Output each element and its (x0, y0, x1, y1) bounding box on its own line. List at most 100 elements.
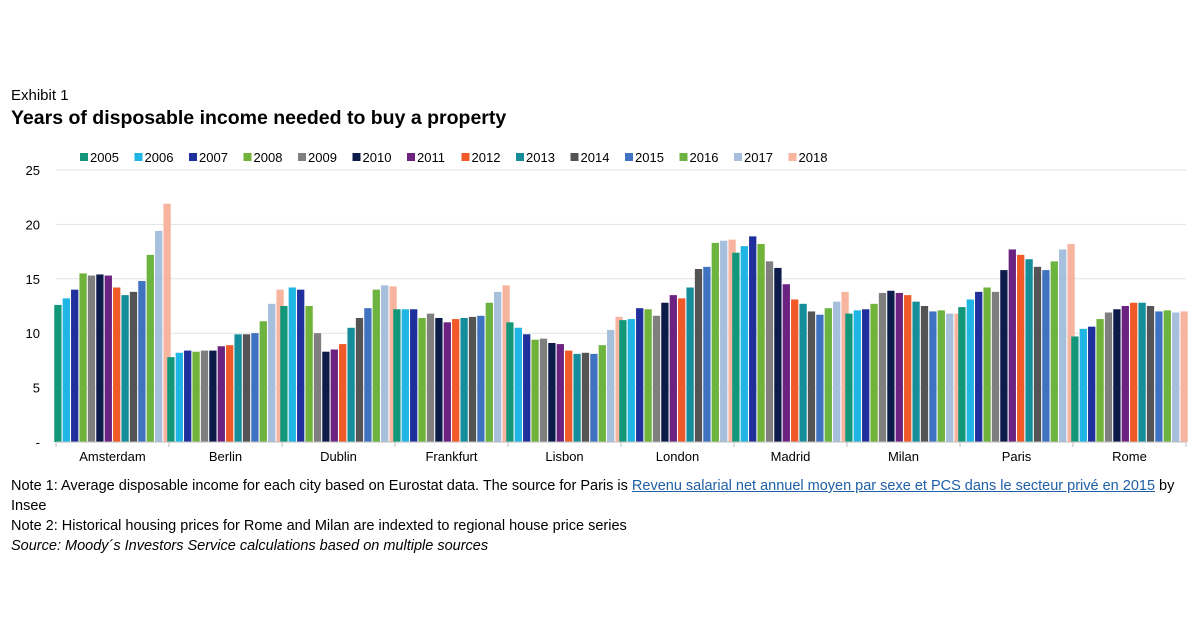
bar (694, 269, 703, 442)
note-1-prefix: Note 1: Average disposable income for ea… (11, 478, 632, 494)
bar (1025, 259, 1033, 442)
bar (556, 344, 564, 442)
bar (1096, 319, 1104, 442)
bar (393, 309, 401, 442)
legend-label: 2009 (308, 150, 337, 165)
bar (297, 289, 305, 442)
bar (607, 329, 615, 442)
legend-label: 2015 (635, 150, 664, 165)
legend-swatch (516, 153, 524, 161)
bar (853, 310, 861, 442)
bar (1033, 266, 1042, 442)
bar (494, 291, 502, 442)
bar (619, 320, 627, 442)
bar (1121, 306, 1129, 442)
bar (485, 302, 493, 442)
bar (958, 307, 966, 442)
bar (251, 333, 259, 442)
bar (1172, 312, 1180, 442)
bar (833, 301, 841, 442)
bar (339, 344, 347, 442)
bar (652, 315, 661, 442)
legend-label: 2005 (90, 150, 119, 165)
bar (1059, 249, 1067, 442)
legend-label: 2017 (744, 150, 773, 165)
legend-label: 2016 (690, 150, 719, 165)
bar (678, 298, 686, 442)
bar (200, 350, 209, 442)
bar (1104, 312, 1113, 442)
bar (268, 303, 276, 442)
bar (426, 313, 435, 442)
bar (1079, 328, 1087, 442)
bar (841, 291, 849, 442)
bar (355, 317, 364, 442)
bar (155, 230, 163, 442)
bar (79, 273, 87, 442)
bar (184, 350, 192, 442)
bar (468, 316, 477, 442)
bar (96, 274, 104, 442)
chart-notes: Note 1: Average disposable income for ea… (11, 476, 1200, 556)
legend-swatch (407, 153, 415, 161)
bar (1008, 249, 1016, 442)
bar (138, 280, 146, 442)
legend-label: 2007 (199, 150, 228, 165)
y-axis: - 5 10 15 20 25 (26, 163, 40, 450)
chart-bars (54, 203, 1188, 442)
bar (565, 350, 573, 442)
bar (711, 242, 719, 442)
bar (887, 290, 895, 442)
bar (192, 351, 200, 442)
insee-source-link[interactable]: Revenu salarial net annuel moyen par sex… (631, 478, 1156, 494)
x-tick-label: Rome (1112, 449, 1147, 464)
bar (904, 295, 912, 442)
bar (1146, 306, 1155, 442)
bar (410, 309, 418, 442)
bar (242, 334, 251, 442)
legend-swatch (134, 153, 143, 161)
legend-swatch (189, 153, 197, 161)
bar (322, 351, 330, 442)
bar (121, 295, 129, 442)
bar (1071, 336, 1079, 442)
legend-label: 2010 (363, 150, 392, 165)
bar (113, 287, 121, 442)
x-tick-label: London (656, 449, 699, 464)
bar (234, 334, 242, 442)
bar (1130, 302, 1138, 442)
legend-swatch (570, 153, 579, 161)
y-tick-label: 25 (26, 163, 40, 178)
bar (912, 301, 920, 442)
y-tick-label: 15 (26, 272, 40, 287)
bar (372, 289, 380, 442)
bar (807, 311, 816, 442)
legend-label: 2014 (581, 150, 610, 165)
x-tick-label: Madrid (771, 449, 811, 464)
note-2: Note 2: Historical housing prices for Ro… (11, 518, 627, 534)
bar (686, 287, 694, 442)
legend-label: 2006 (145, 150, 174, 165)
legend-swatch (625, 153, 633, 161)
bar (1067, 243, 1075, 442)
note-1-suffix: by Insee (11, 478, 1175, 514)
bar (104, 275, 112, 442)
bar (1088, 326, 1096, 442)
bar (305, 306, 313, 442)
legend-swatch (80, 153, 88, 161)
bar (878, 292, 887, 442)
bar (523, 334, 531, 442)
bar (506, 322, 514, 442)
legend-label: 2012 (472, 150, 501, 165)
bar (720, 240, 728, 442)
bar (598, 345, 606, 442)
bar (581, 352, 590, 442)
bar (209, 350, 217, 442)
x-tick-label: Milan (888, 449, 919, 464)
bar (728, 239, 736, 442)
legend-label: 2011 (417, 150, 445, 165)
chart-title: Years of disposable income needed to buy… (11, 107, 507, 129)
bar (288, 287, 296, 442)
bar (364, 308, 372, 442)
bar (615, 316, 623, 442)
